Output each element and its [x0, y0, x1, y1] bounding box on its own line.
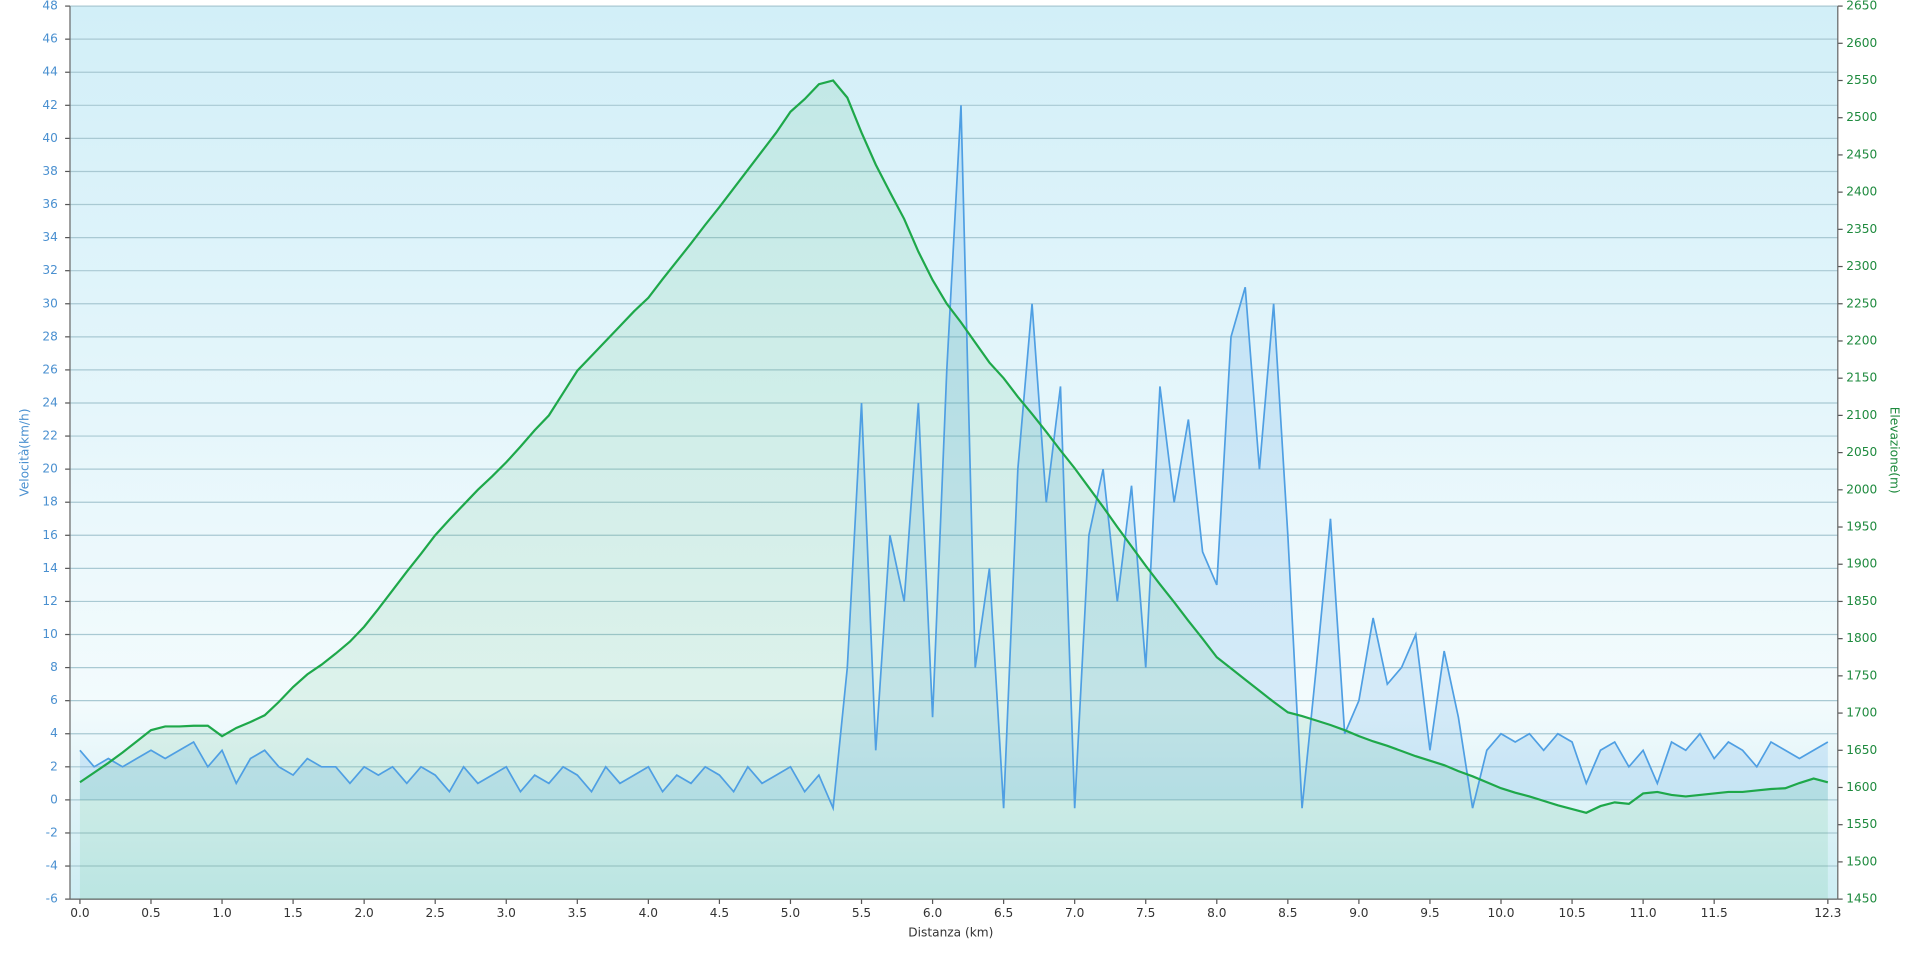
- series-line: [79, 79, 1829, 814]
- y-tick-label: 18: [42, 495, 57, 509]
- y-tick-label: 40: [42, 131, 57, 145]
- x-tick-label: 2.0: [354, 906, 373, 920]
- x-tick-label: 4.5: [710, 906, 729, 920]
- y2-tick-label: 1500: [1846, 854, 1877, 868]
- y-tick-label: 44: [42, 65, 58, 79]
- x-tick-label: 11.0: [1630, 906, 1657, 920]
- area-fill: [79, 105, 1828, 809]
- x-tick-label: 6.0: [923, 906, 942, 920]
- x-tick-label: 3.0: [497, 906, 516, 920]
- x-tick-label: 5.0: [781, 906, 800, 920]
- y-tick-label: 34: [42, 230, 58, 244]
- y2-tick-label: 2000: [1846, 482, 1877, 496]
- x-axis-title: Distanza (km): [908, 926, 993, 940]
- y2-tick-label: 2450: [1846, 147, 1877, 161]
- y2-tick-label: 2250: [1846, 296, 1877, 310]
- y-tick-label: 48: [42, 0, 57, 13]
- y-tick-label: -6: [46, 892, 58, 906]
- y2-tick-label: 1750: [1846, 668, 1877, 682]
- x-tick-label: 6.5: [994, 906, 1013, 920]
- y2-tick-label: 2500: [1846, 110, 1877, 124]
- y-tick-label: 24: [42, 395, 58, 409]
- y-tick-label: 8: [50, 660, 58, 674]
- y2-axis-title: Elevazione(m): [1887, 407, 1901, 494]
- y2-tick-label: 2350: [1846, 222, 1877, 236]
- y2-tick-label: 2200: [1846, 333, 1877, 347]
- x-tick-label: 0.5: [141, 906, 160, 920]
- x-tick-label: 7.5: [1136, 906, 1155, 920]
- y2-tick-label: 1700: [1846, 706, 1877, 720]
- y-tick-label: 38: [42, 164, 57, 178]
- y2-tick-label: 2400: [1846, 185, 1877, 199]
- y-tick-label: 6: [50, 693, 58, 707]
- x-tick-label: 4.0: [639, 906, 658, 920]
- y-tick-label: 10: [42, 627, 57, 641]
- y-tick-label: 30: [42, 296, 57, 310]
- y2-tick-label: 2550: [1846, 73, 1877, 87]
- y-tick-label: -4: [46, 859, 58, 873]
- y2-tick-label: 1450: [1846, 892, 1877, 906]
- x-tick-label: 7.0: [1065, 906, 1084, 920]
- y2-tick-label: 2650: [1846, 0, 1877, 13]
- y2-tick-label: 1650: [1846, 743, 1877, 757]
- y-tick-label: 0: [50, 792, 58, 806]
- x-tick-label: 2.5: [426, 906, 445, 920]
- y-tick-label: 32: [42, 263, 57, 277]
- y2-tick-label: 2100: [1846, 408, 1877, 422]
- y2-tick-label: 2600: [1846, 36, 1877, 50]
- x-tick-label: 10.5: [1559, 906, 1586, 920]
- y-tick-label: 26: [42, 362, 57, 376]
- x-tick-label: 1.0: [212, 906, 231, 920]
- series-line: [79, 105, 1829, 812]
- x-tick-label: 1.5: [283, 906, 302, 920]
- x-tick-label: 9.0: [1349, 906, 1368, 920]
- y2-tick-label: 2050: [1846, 445, 1877, 459]
- y-tick-label: 14: [42, 561, 58, 575]
- y-tick-label: 22: [42, 429, 57, 443]
- x-tick-label: 0.0: [70, 906, 89, 920]
- y2-tick-label: 1800: [1846, 631, 1877, 645]
- x-tick-label: 9.5: [1420, 906, 1439, 920]
- y2-tick-label: 1850: [1846, 594, 1877, 608]
- x-tick-label: 10.0: [1487, 906, 1514, 920]
- y-tick-label: 42: [42, 98, 57, 112]
- y-axis-title: Velocità(km/h): [17, 409, 31, 497]
- y2-tick-label: 2150: [1846, 371, 1877, 385]
- y2-tick-label: 1900: [1846, 557, 1877, 571]
- y-tick-label: 46: [42, 32, 57, 46]
- area-fill: [79, 80, 1828, 900]
- y-tick-label: 2: [50, 759, 58, 773]
- y-tick-label: 28: [42, 329, 57, 343]
- y2-tick-label: 1600: [1846, 780, 1877, 794]
- y-tick-label: 16: [42, 528, 57, 542]
- x-tick-label: 3.5: [568, 906, 587, 920]
- x-tick-label: 8.0: [1207, 906, 1226, 920]
- y2-tick-label: 1950: [1846, 520, 1877, 534]
- y-tick-label: 12: [42, 594, 57, 608]
- y2-tick-label: 1550: [1846, 817, 1877, 831]
- x-tick-label: 5.5: [852, 906, 871, 920]
- y-tick-label: -2: [46, 825, 58, 839]
- x-tick-label: 12.3: [1814, 906, 1841, 920]
- y-tick-label: 20: [42, 462, 57, 476]
- y2-tick-label: 2300: [1846, 259, 1877, 273]
- x-tick-label: 8.5: [1278, 906, 1297, 920]
- y-tick-label: 36: [42, 197, 57, 211]
- y-tick-label: 4: [50, 726, 58, 740]
- x-tick-label: 11.5: [1701, 906, 1728, 920]
